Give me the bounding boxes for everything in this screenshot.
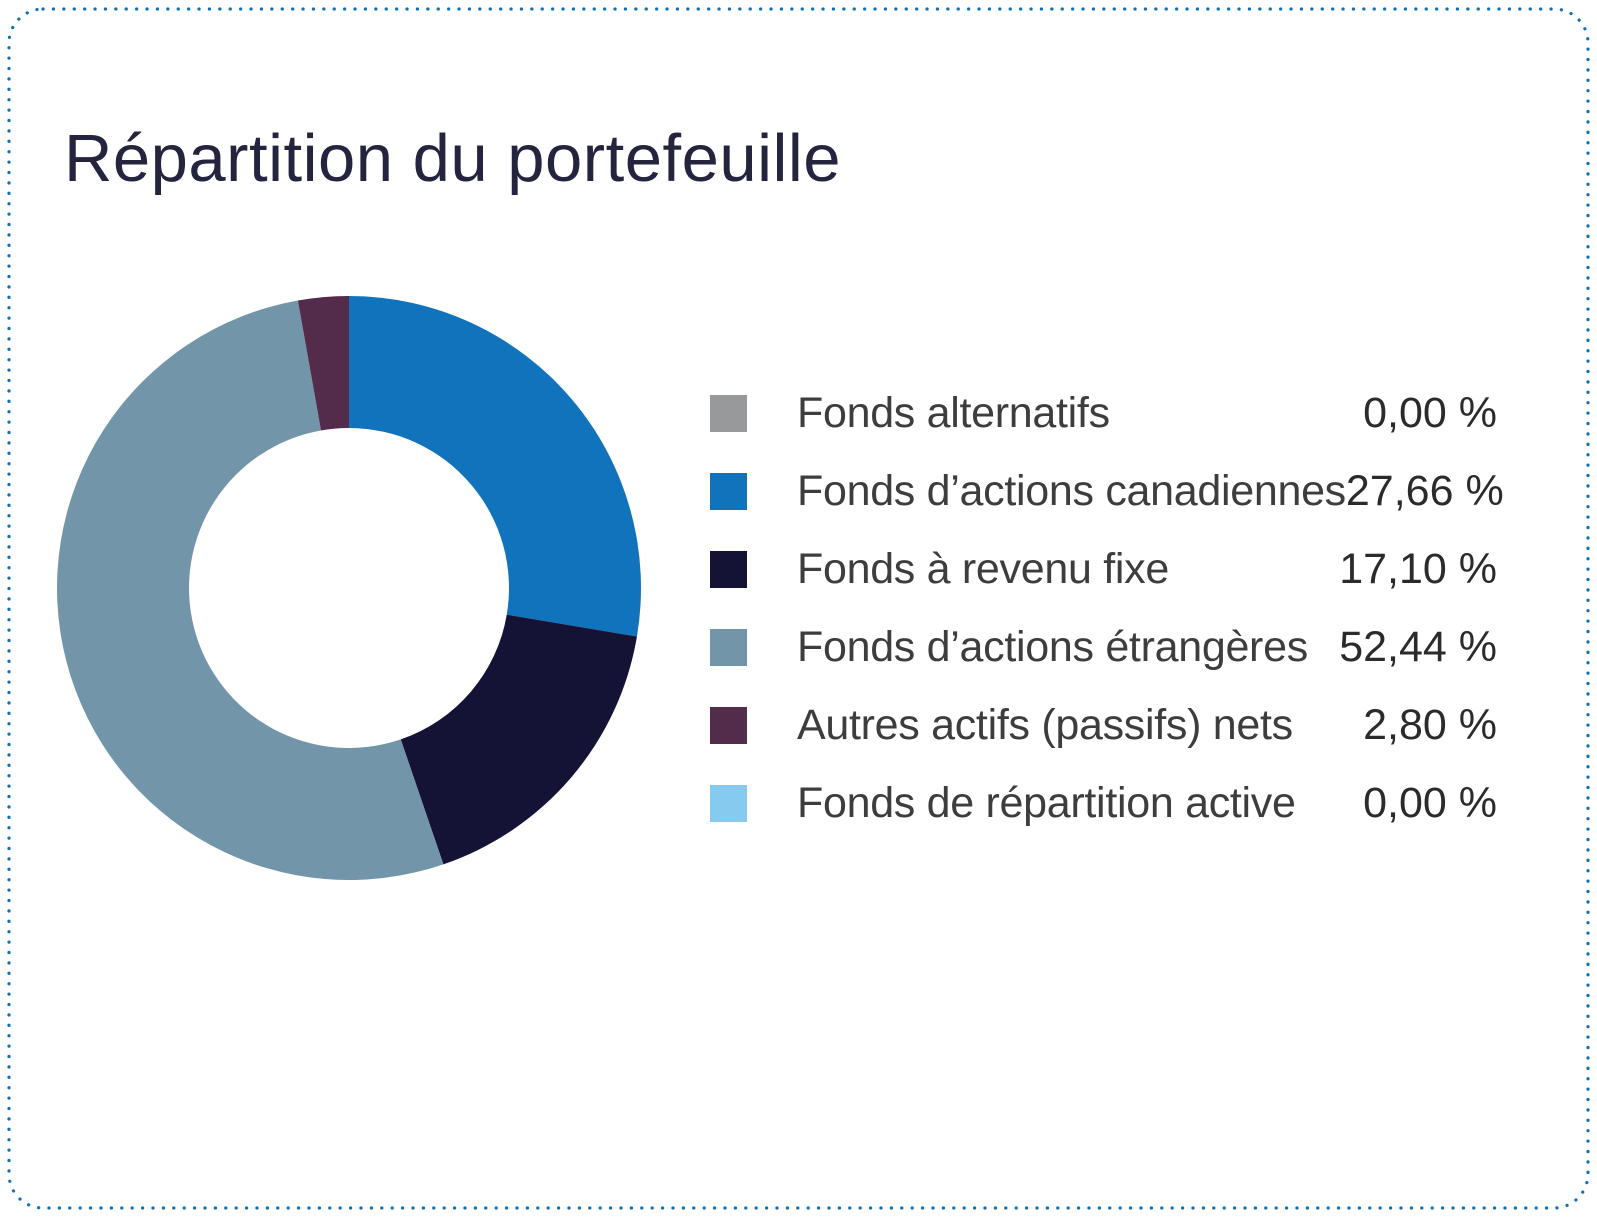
donut-segment-4 [297, 296, 349, 431]
donut-segment-2 [400, 614, 637, 865]
legend-value: 0,00 % [1363, 388, 1497, 437]
legend-label: Fonds d’actions canadiennes [797, 466, 1346, 515]
legend-value: 27,66 % [1345, 466, 1504, 515]
legend-value: 2,80 % [1363, 700, 1497, 749]
legend-swatch-fonds-alternatifs [710, 394, 747, 432]
legend-item-fonds-revenu-fixe: Fonds à revenu fixe 17,10 % [710, 530, 1497, 608]
donut-segment-1 [349, 296, 641, 637]
donut-segment-3 [57, 300, 444, 880]
legend-swatch-fonds-actions-canadiennes [710, 472, 747, 510]
legend-label: Autres actifs (passifs) nets [797, 700, 1293, 749]
legend-swatch-fonds-revenu-fixe [710, 550, 747, 588]
page-title: Répartition du portefeuille [64, 121, 842, 196]
legend-value: 0,00 % [1363, 778, 1497, 827]
legend-label: Fonds à revenu fixe [797, 544, 1169, 593]
legend-value: 17,10 % [1339, 544, 1497, 593]
donut-chart [57, 296, 641, 880]
legend-label: Fonds alternatifs [797, 388, 1110, 437]
chart-legend: Fonds alternatifs 0,00 % Fonds d’actions… [710, 374, 1504, 842]
legend-item-fonds-alternatifs: Fonds alternatifs 0,00 % [710, 374, 1497, 452]
legend-label: Fonds d’actions étrangères [797, 622, 1308, 671]
legend-item-fonds-actions-canadiennes: Fonds d’actions canadiennes 27,66 % [710, 452, 1504, 530]
legend-item-fonds-actions-etrangeres: Fonds d’actions étrangères 52,44 % [710, 608, 1497, 686]
legend-label: Fonds de répartition active [797, 778, 1296, 827]
legend-swatch-fonds-repartition-active [710, 784, 747, 822]
legend-value: 52,44 % [1339, 622, 1497, 671]
legend-item-autres-actifs-nets: Autres actifs (passifs) nets 2,80 % [710, 686, 1497, 764]
legend-swatch-autres-actifs-nets [710, 706, 747, 744]
legend-item-fonds-repartition-active: Fonds de répartition active 0,00 % [710, 764, 1497, 842]
legend-swatch-fonds-actions-etrangeres [710, 628, 747, 666]
